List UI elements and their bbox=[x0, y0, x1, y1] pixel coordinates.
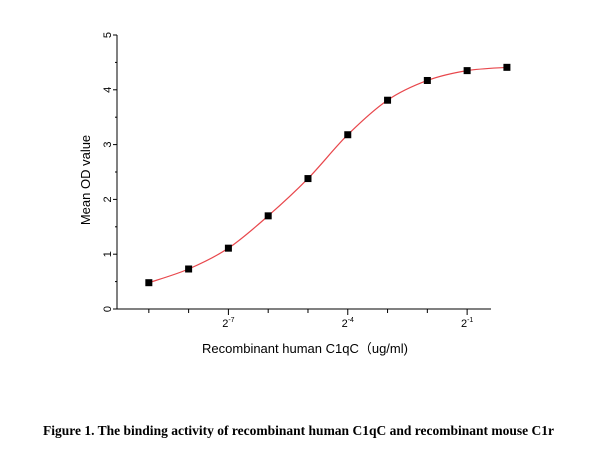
data-points-layer bbox=[145, 63, 511, 287]
data-point bbox=[503, 63, 511, 71]
data-point bbox=[224, 244, 232, 252]
x-tick-label: 2-1 bbox=[461, 317, 473, 330]
y-tick-label: 1 bbox=[102, 251, 114, 257]
x-tick-label: 2-7 bbox=[222, 317, 234, 330]
y-tick-label: 4 bbox=[102, 87, 114, 93]
data-point bbox=[304, 175, 312, 183]
fit-curve bbox=[148, 66, 507, 284]
x-tick-label: 2-4 bbox=[342, 317, 354, 330]
data-point bbox=[463, 67, 471, 75]
y-tick-label: 3 bbox=[102, 142, 114, 148]
y-tick-label: 2 bbox=[102, 196, 114, 202]
y-tick-label: 0 bbox=[102, 306, 114, 312]
data-point bbox=[145, 279, 153, 287]
y-tick-label: 5 bbox=[102, 32, 114, 38]
figure-caption: Figure 1. The binding activity of recomb… bbox=[43, 423, 554, 438]
axes: 0 1 2 3 4 5 2-7 2-4 2-1 bbox=[102, 32, 491, 330]
fit-curve-layer bbox=[148, 66, 507, 284]
y-axis-title: Mean OD value bbox=[78, 135, 93, 225]
x-axis-title: Recombinant human C1qC（ug/ml) bbox=[202, 341, 408, 356]
data-point bbox=[264, 212, 272, 220]
data-point bbox=[423, 76, 431, 84]
data-point bbox=[185, 265, 193, 273]
data-point bbox=[344, 131, 352, 139]
data-point bbox=[384, 96, 392, 104]
